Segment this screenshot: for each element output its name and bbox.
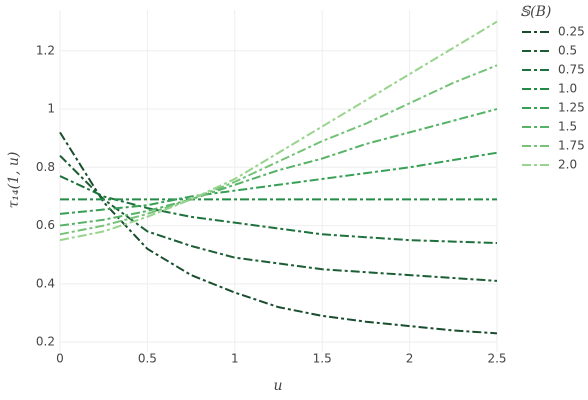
- line-series: [59, 154, 498, 282]
- line-series: [59, 175, 498, 245]
- legend-label[interactable]: 1.5: [558, 120, 577, 134]
- legend-label[interactable]: 0.75: [558, 63, 585, 77]
- y-tick-label: 0.8: [36, 160, 55, 174]
- line-series: [59, 108, 498, 227]
- x-tick-label: 1.5: [313, 352, 332, 366]
- legend-label[interactable]: 1.75: [558, 139, 585, 153]
- legend-label[interactable]: 0.25: [558, 25, 585, 39]
- y-tick-label: 0.4: [36, 276, 55, 290]
- y-tick-label: 0.2: [36, 335, 55, 349]
- line-series: [59, 20, 498, 242]
- line-series: [59, 131, 498, 335]
- y-tick-label: 1.2: [36, 43, 55, 57]
- x-tick-label: 2: [406, 352, 414, 366]
- y-axis-title: τ₁₄(1, u): [6, 152, 22, 209]
- x-tick-label: 0.5: [138, 352, 157, 366]
- x-axis-title: u: [273, 378, 282, 394]
- y-tick-label: 0.6: [36, 218, 55, 232]
- line-series: [59, 151, 498, 215]
- legend-label[interactable]: 1.0: [558, 82, 577, 96]
- legend-label[interactable]: 1.25: [558, 101, 585, 115]
- x-tick-label: 2.5: [487, 352, 506, 366]
- legend-label[interactable]: 2.0: [558, 158, 577, 172]
- legend-title: 𝕊(B): [520, 4, 551, 20]
- legend-label[interactable]: 0.5: [558, 44, 577, 58]
- x-tick-label: 1: [231, 352, 239, 366]
- x-tick-label: 0: [56, 352, 64, 366]
- y-tick-label: 1: [47, 102, 55, 116]
- line-series: [59, 64, 498, 236]
